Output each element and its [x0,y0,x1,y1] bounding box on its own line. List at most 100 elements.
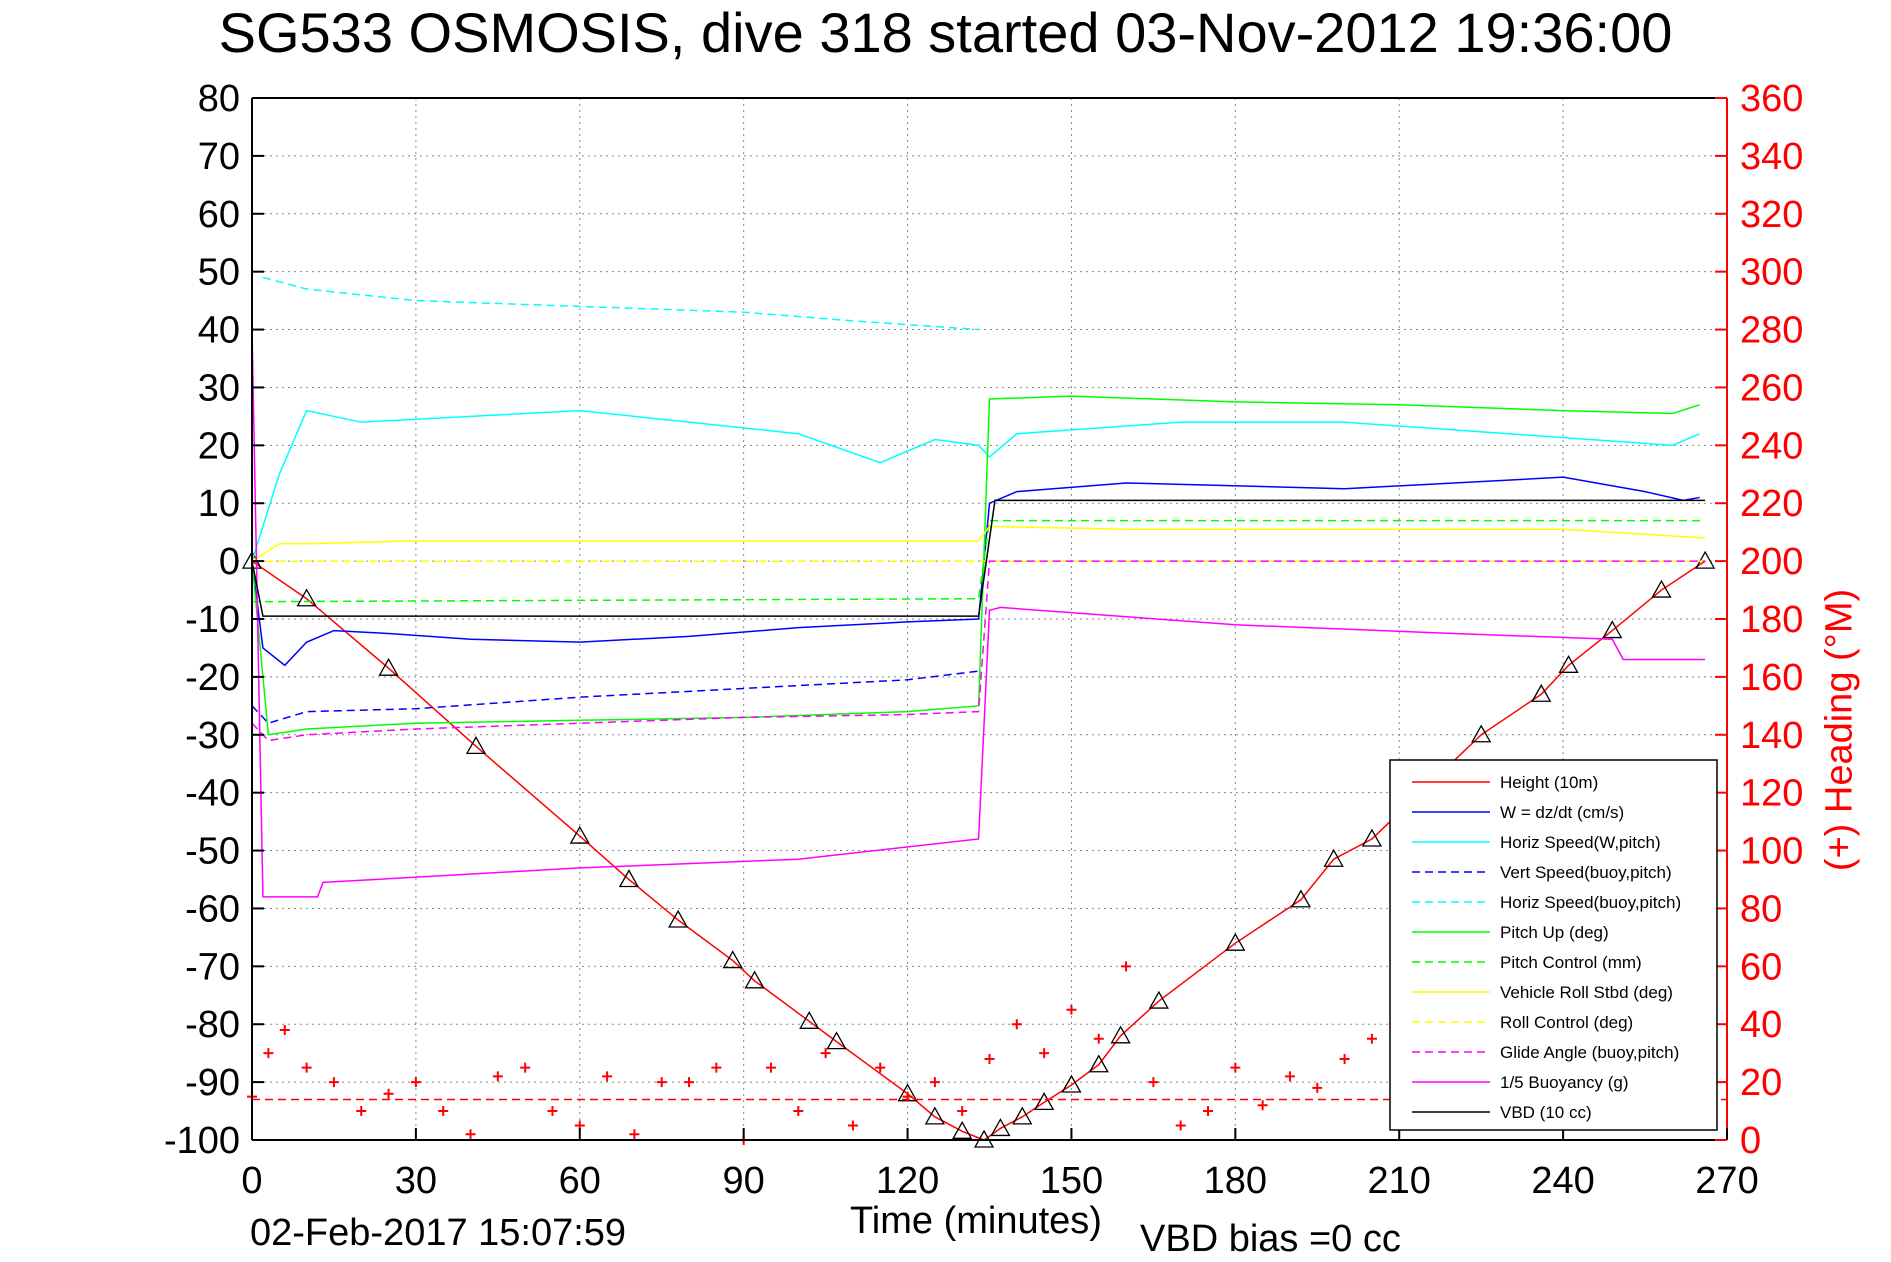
y2-tick-label: 320 [1740,194,1803,236]
heading-point [1312,1082,1323,1093]
y2-tick-label: 160 [1740,657,1803,699]
y-tick-label: -40 [185,773,240,815]
y-tick-label: 60 [198,194,240,236]
legend-label: W = dz/dt (cm/s) [1500,803,1624,822]
legend: Height (10m) W = dz/dt (cm/s) Horiz Speed(… [1389,759,1718,1131]
legend-box [1389,759,1718,1131]
y-tick-label: -80 [185,1004,240,1046]
heading-point [1175,1120,1186,1131]
y2-tick-label: 240 [1740,425,1803,467]
y2-tick-label: 60 [1740,946,1782,988]
y-tick-label: -100 [164,1120,240,1162]
series-line-10 [251,329,1706,898]
height-marker [1034,1092,1055,1111]
height-marker [1651,579,1672,598]
heading-point [492,1071,503,1082]
height-marker [296,588,317,607]
y-tick-label: 20 [198,425,240,467]
y2-tick-label: 260 [1740,367,1803,409]
legend-label: Pitch Up (deg) [1500,923,1609,942]
height-marker [1471,724,1492,743]
series-line-5 [251,395,1700,736]
height-marker [744,970,765,989]
x-axis-label: Time (minutes) [850,1200,1102,1242]
heading-point [383,1088,394,1099]
y-tick-label: 50 [198,252,240,294]
y2-tick-label: 140 [1740,715,1803,757]
height-marker [1323,848,1344,867]
heading-point [1148,1077,1159,1088]
legend-label: Height (10m) [1500,773,1598,792]
legend-label: Vehicle Roll Stbd (deg) [1500,983,1673,1002]
series-line-7 [251,525,1706,562]
y-tick-label: -30 [185,715,240,757]
x-tick-label: 180 [1204,1160,1267,1202]
timestamp: 02-Feb-2017 15:07:59 [250,1212,627,1254]
height-marker [1148,990,1169,1009]
legend-label: VBD (10 cc) [1500,1103,1592,1122]
height-marker [1558,654,1579,673]
series-line-11 [251,499,1706,617]
heading-point [1203,1106,1214,1117]
y2-tick-label: 100 [1740,831,1803,873]
heading-point [1366,1033,1377,1044]
height-marker [465,736,487,755]
heading-point [301,1062,312,1073]
heading-point [263,1048,274,1059]
height-marker [722,950,743,969]
y2-tick-label: 340 [1740,136,1803,178]
heading-point [929,1077,940,1088]
x-tick-label: 150 [1040,1160,1103,1202]
legend-label: 1/5 Buoyancy (g) [1500,1073,1629,1092]
y-tick-label: 80 [198,78,240,120]
height-marker [1012,1106,1033,1125]
heading-point [957,1106,968,1117]
legend-label: Horiz Speed(buoy,pitch) [1500,893,1681,912]
legend-label: Pitch Control (mm) [1500,953,1642,972]
heading-point [1230,1062,1241,1073]
y-tick-label: 30 [198,367,240,409]
x-tick-label: 0 [241,1160,262,1202]
y-tick-label: -90 [185,1062,240,1104]
series-line-2 [251,409,1700,562]
x-tick-label: 210 [1368,1160,1431,1202]
heading-point [520,1062,531,1073]
heading-point [1011,1019,1022,1030]
y2-tick-label: 280 [1740,310,1803,352]
heading-point [793,1106,804,1117]
height-marker [1602,620,1623,639]
heading-point [438,1106,449,1117]
y2-tick-label: 80 [1740,888,1782,930]
height-marker [826,1031,847,1050]
legend-label: Horiz Speed(W,pitch) [1500,833,1661,852]
vbd-bias: VBD bias =0 cc [1140,1218,1401,1260]
heading-point [629,1129,640,1140]
height-marker [1088,1054,1109,1073]
y2-tick-label: 180 [1740,599,1803,641]
y2-tick-label: 40 [1740,1004,1782,1046]
height-marker [569,825,590,844]
height-marker [1361,828,1383,847]
heading-point [711,1062,722,1073]
heading-point [1039,1048,1050,1059]
chart-title: SG533 OSMOSIS, dive 318 started 03-Nov-2… [218,1,1673,64]
series-line-4 [262,276,979,331]
x-tick-label: 270 [1695,1160,1758,1202]
height-marker [1695,550,1716,569]
right-axis-label: (+) Heading (°M) [1818,588,1861,872]
y-tick-label: -50 [185,831,240,873]
x-tick-label: 240 [1531,1160,1594,1202]
height-marker [667,909,689,928]
heading-point [279,1025,290,1036]
y-tick-label: 40 [198,310,240,352]
height-marker [952,1120,973,1139]
height-marker [1110,1025,1131,1044]
heading-point [1121,961,1132,972]
series-line-6 [252,519,1706,603]
y-tick-label: 70 [198,136,240,178]
y-tick-label: 0 [219,541,240,583]
y2-tick-label: 0 [1740,1120,1761,1162]
heading-point [602,1071,613,1082]
heading-point [684,1077,695,1088]
